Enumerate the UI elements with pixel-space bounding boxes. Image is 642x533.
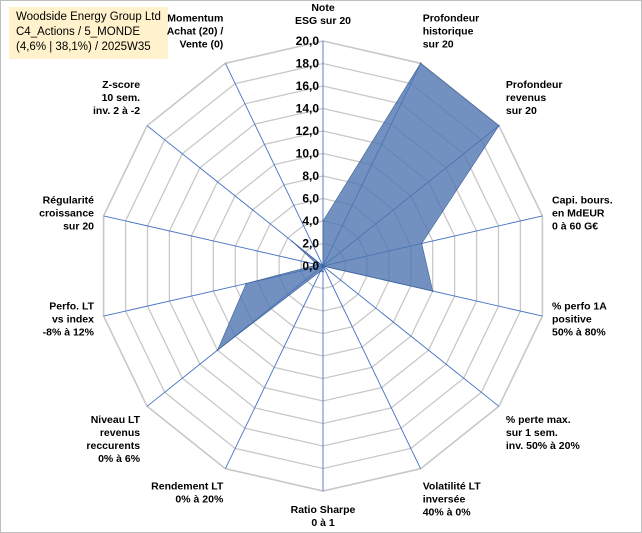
axis-label: -8% à 12% — [43, 327, 95, 339]
axis-label: ESG sur 20 — [295, 15, 351, 27]
axis-label: Momentum — [167, 13, 223, 25]
axis-spoke — [322, 265, 500, 407]
tick-label: 10,0 — [296, 147, 320, 161]
tick-label: 6,0 — [302, 192, 319, 206]
data-point — [431, 290, 434, 292]
axis-label: % perfo 1A — [552, 301, 607, 313]
axis-label: historique — [423, 26, 474, 38]
axis-label: Z-score — [102, 79, 140, 91]
data-point — [216, 349, 219, 352]
axis-spoke — [224, 265, 324, 469]
axis-label: sur 1 sem. — [506, 427, 558, 439]
axis-label: sur 20 — [63, 220, 94, 232]
axis-label: 0% à 6% — [98, 453, 141, 465]
axis-spoke — [224, 63, 324, 267]
axis-label: croissance — [39, 207, 94, 219]
axis-label: Profondeur — [423, 13, 480, 25]
data-point — [498, 124, 500, 127]
data-point — [322, 270, 324, 273]
axis-label: Capi. bours. — [552, 194, 613, 206]
tick-label: 20,0 — [296, 34, 320, 48]
axis-label: positive — [552, 314, 592, 326]
data-point — [319, 270, 322, 272]
tick-label: 0,0 — [302, 259, 319, 273]
tick-label: 4,0 — [302, 214, 319, 228]
axis-label: reccurents — [86, 440, 140, 452]
axis-label: sur 20 — [506, 105, 537, 117]
title-line-3: (4,6% | 38,1%) / 2025W35 — [16, 41, 151, 53]
data-point — [316, 263, 319, 266]
axis-spoke — [322, 265, 422, 469]
axis-label: Rendement LT — [151, 480, 224, 492]
tick-label: 18,0 — [296, 57, 320, 71]
data-point — [245, 282, 247, 285]
axis-label: 10 sem. — [102, 92, 141, 104]
axis-label: Perfo. LT — [49, 301, 94, 313]
tick-label: 8,0 — [302, 169, 319, 183]
tick-label: 2,0 — [302, 237, 319, 251]
data-point — [322, 265, 324, 267]
tick-label: 14,0 — [296, 102, 320, 116]
data-area — [216, 62, 500, 352]
axis-label: inv. 50% à 20% — [506, 440, 581, 452]
axis-label: 0 à 60 G€ — [552, 220, 598, 232]
axis-label: sur 20 — [423, 39, 454, 51]
axis-label: 0% à 20% — [175, 493, 224, 505]
axis-label: 0 à 1 — [311, 517, 335, 529]
axis-label: Niveau LT — [91, 414, 141, 426]
axis-spoke — [103, 215, 324, 267]
tick-label: 16,0 — [296, 79, 320, 93]
tick-label: 12,0 — [296, 124, 320, 138]
axis-label: % perte max. — [506, 414, 571, 426]
data-point — [291, 240, 294, 243]
axis-label: Régularité — [43, 194, 95, 206]
axis-label: revenus — [100, 427, 140, 439]
axis-label: 40% à 0% — [423, 506, 472, 518]
chart-title-box: Woodside Energy Group Ltd C4_Actions / 5… — [9, 7, 168, 59]
axis-label: Note — [311, 2, 334, 14]
axis-label: Ratio Sharpe — [291, 504, 356, 516]
axis-label: revenus — [506, 92, 546, 104]
axis-label: Volatilité LT — [423, 480, 482, 492]
axis-label: inversée — [423, 493, 466, 505]
axis-label: Vente (0) — [180, 39, 224, 51]
title-line-2: C4_Actions / 5_MONDE — [16, 26, 140, 38]
axis-label: vs index — [52, 314, 94, 326]
data-point — [420, 242, 423, 245]
data-point — [322, 220, 324, 222]
axis-label: 50% à 80% — [552, 327, 606, 339]
axis-label: Achat (20) / — [167, 26, 224, 38]
data-point — [419, 62, 422, 65]
axis-label: inv. 2 à -2 — [93, 105, 140, 117]
axis-label: en MdEUR — [552, 207, 605, 219]
title-line-1: Woodside Energy Group Ltd — [16, 11, 161, 23]
axis-label: Profondeur — [506, 79, 563, 91]
